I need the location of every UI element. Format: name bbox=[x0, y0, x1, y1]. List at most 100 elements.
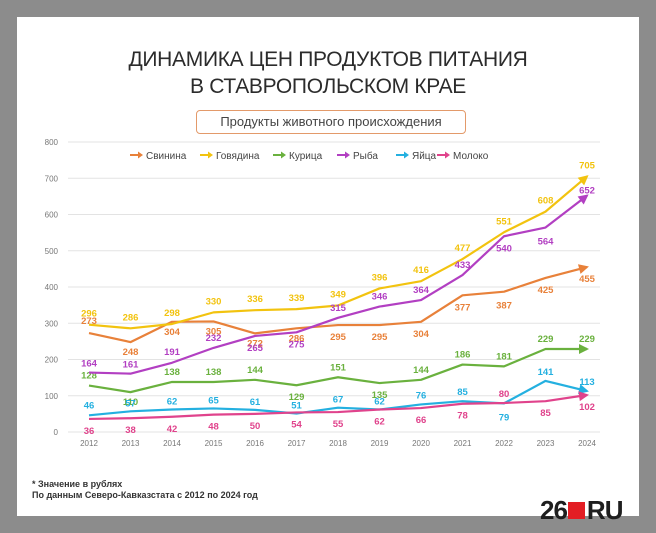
data-label: 652 bbox=[579, 186, 595, 197]
x-tick-label: 2014 bbox=[163, 439, 181, 448]
x-tick-label: 2021 bbox=[454, 439, 472, 448]
data-label: 477 bbox=[455, 243, 471, 254]
data-label: 304 bbox=[413, 329, 430, 340]
x-tick-label: 2015 bbox=[205, 439, 223, 448]
data-label: 42 bbox=[167, 424, 178, 435]
data-label: 36 bbox=[84, 426, 95, 437]
data-label: 229 bbox=[538, 334, 554, 345]
series-end-arrow bbox=[577, 194, 589, 205]
data-label: 330 bbox=[206, 296, 222, 307]
x-tick-label: 2024 bbox=[578, 439, 596, 448]
data-label: 232 bbox=[206, 333, 222, 344]
data-label: 135 bbox=[372, 390, 389, 401]
data-label: 85 bbox=[457, 387, 468, 398]
series-line bbox=[88, 194, 588, 375]
legend-label: Свинина bbox=[146, 151, 187, 162]
logo-suffix: RU bbox=[586, 494, 624, 525]
data-label: 304 bbox=[164, 327, 181, 338]
legend-label: Молоко bbox=[453, 151, 489, 162]
data-label: 161 bbox=[123, 360, 140, 371]
data-label: 705 bbox=[579, 160, 596, 171]
legend-arrow bbox=[404, 151, 409, 159]
data-label: 67 bbox=[333, 395, 344, 406]
title-line-2: В СТАВРОПОЛЬСКОМ КРАЕ bbox=[189, 75, 466, 98]
data-label: 315 bbox=[330, 303, 347, 314]
logo-number: 26 bbox=[540, 494, 568, 525]
data-label: 551 bbox=[496, 216, 513, 227]
x-tick-label: 2017 bbox=[288, 439, 306, 448]
data-label: 38 bbox=[125, 425, 136, 436]
data-label: 128 bbox=[81, 371, 97, 382]
site-logo[interactable]: 26 RU bbox=[540, 494, 624, 525]
data-label: 76 bbox=[416, 390, 427, 401]
data-label: 286 bbox=[289, 333, 305, 344]
legend-label: Говядина bbox=[216, 151, 260, 162]
legend-arrow bbox=[345, 151, 350, 159]
title-line-1: ДИНАМИКА ЦЕН ПРОДУКТОВ ПИТАНИЯ bbox=[128, 48, 528, 71]
y-tick-label: 500 bbox=[45, 247, 59, 256]
data-label: 564 bbox=[538, 237, 555, 248]
series-end-arrow bbox=[579, 343, 589, 354]
series-line bbox=[88, 347, 587, 394]
data-label: 416 bbox=[413, 265, 429, 276]
y-tick-label: 600 bbox=[45, 211, 59, 220]
x-tick-label: 2012 bbox=[80, 439, 98, 448]
chart-subtitle: Продукты животного происхождения bbox=[196, 110, 466, 134]
legend-arrow bbox=[138, 151, 143, 159]
data-label: 305 bbox=[206, 326, 223, 337]
data-label: 608 bbox=[538, 196, 554, 207]
data-label: 273 bbox=[81, 316, 97, 327]
data-label: 51 bbox=[291, 401, 302, 412]
logo-square-icon bbox=[567, 501, 585, 519]
data-label: 65 bbox=[208, 395, 219, 406]
data-label: 66 bbox=[416, 415, 427, 426]
series-line bbox=[88, 265, 588, 344]
series-end-arrow bbox=[578, 384, 589, 394]
y-tick-label: 300 bbox=[45, 319, 59, 328]
legend-label: Рыба bbox=[353, 150, 378, 162]
data-label: 102 bbox=[579, 402, 595, 413]
data-label: 48 bbox=[208, 422, 219, 433]
data-label: 113 bbox=[579, 377, 594, 388]
footnote-units: * Значение в рублях bbox=[32, 479, 123, 489]
data-label: 138 bbox=[206, 367, 222, 378]
data-label: 151 bbox=[330, 362, 347, 373]
x-tick-label: 2013 bbox=[122, 439, 140, 448]
data-label: 229 bbox=[579, 334, 595, 345]
y-tick-label: 800 bbox=[45, 138, 59, 147]
data-label: 144 bbox=[413, 365, 430, 376]
data-label: 186 bbox=[455, 350, 471, 361]
y-tick-label: 100 bbox=[45, 392, 59, 401]
x-tick-label: 2022 bbox=[495, 439, 513, 448]
data-label: 54 bbox=[291, 419, 302, 430]
y-tick-label: 400 bbox=[45, 283, 59, 292]
data-label: 129 bbox=[289, 392, 305, 403]
data-label: 346 bbox=[372, 292, 388, 303]
data-label: 144 bbox=[247, 365, 264, 376]
data-label: 336 bbox=[247, 294, 263, 305]
series-end-arrow bbox=[578, 391, 589, 402]
data-label: 164 bbox=[81, 359, 98, 370]
data-label: 181 bbox=[496, 351, 513, 362]
data-label: 349 bbox=[330, 289, 346, 300]
data-label: 298 bbox=[164, 308, 180, 319]
data-label: 455 bbox=[579, 274, 596, 285]
legend-arrow bbox=[208, 151, 213, 159]
x-tick-label: 2020 bbox=[412, 439, 430, 448]
data-label: 57 bbox=[125, 398, 136, 409]
x-tick-label: 2018 bbox=[329, 439, 347, 448]
data-label: 248 bbox=[123, 347, 139, 358]
y-tick-label: 700 bbox=[45, 174, 59, 183]
data-label: 540 bbox=[496, 243, 512, 254]
data-label: 55 bbox=[333, 419, 344, 430]
data-label: 295 bbox=[372, 332, 389, 343]
legend-arrow bbox=[281, 151, 286, 159]
data-label: 85 bbox=[540, 408, 551, 419]
data-label: 50 bbox=[250, 421, 261, 432]
data-label: 272 bbox=[247, 338, 263, 349]
footnote: * Значение в рублях По данным Северо-Кав… bbox=[32, 479, 258, 501]
data-label: 265 bbox=[247, 343, 264, 354]
chart-title: ДИНАМИКА ЦЕН ПРОДУКТОВ ПИТАНИЯ В СТАВРОП… bbox=[0, 46, 656, 100]
data-label: 425 bbox=[538, 285, 555, 296]
data-label: 79 bbox=[499, 412, 510, 423]
